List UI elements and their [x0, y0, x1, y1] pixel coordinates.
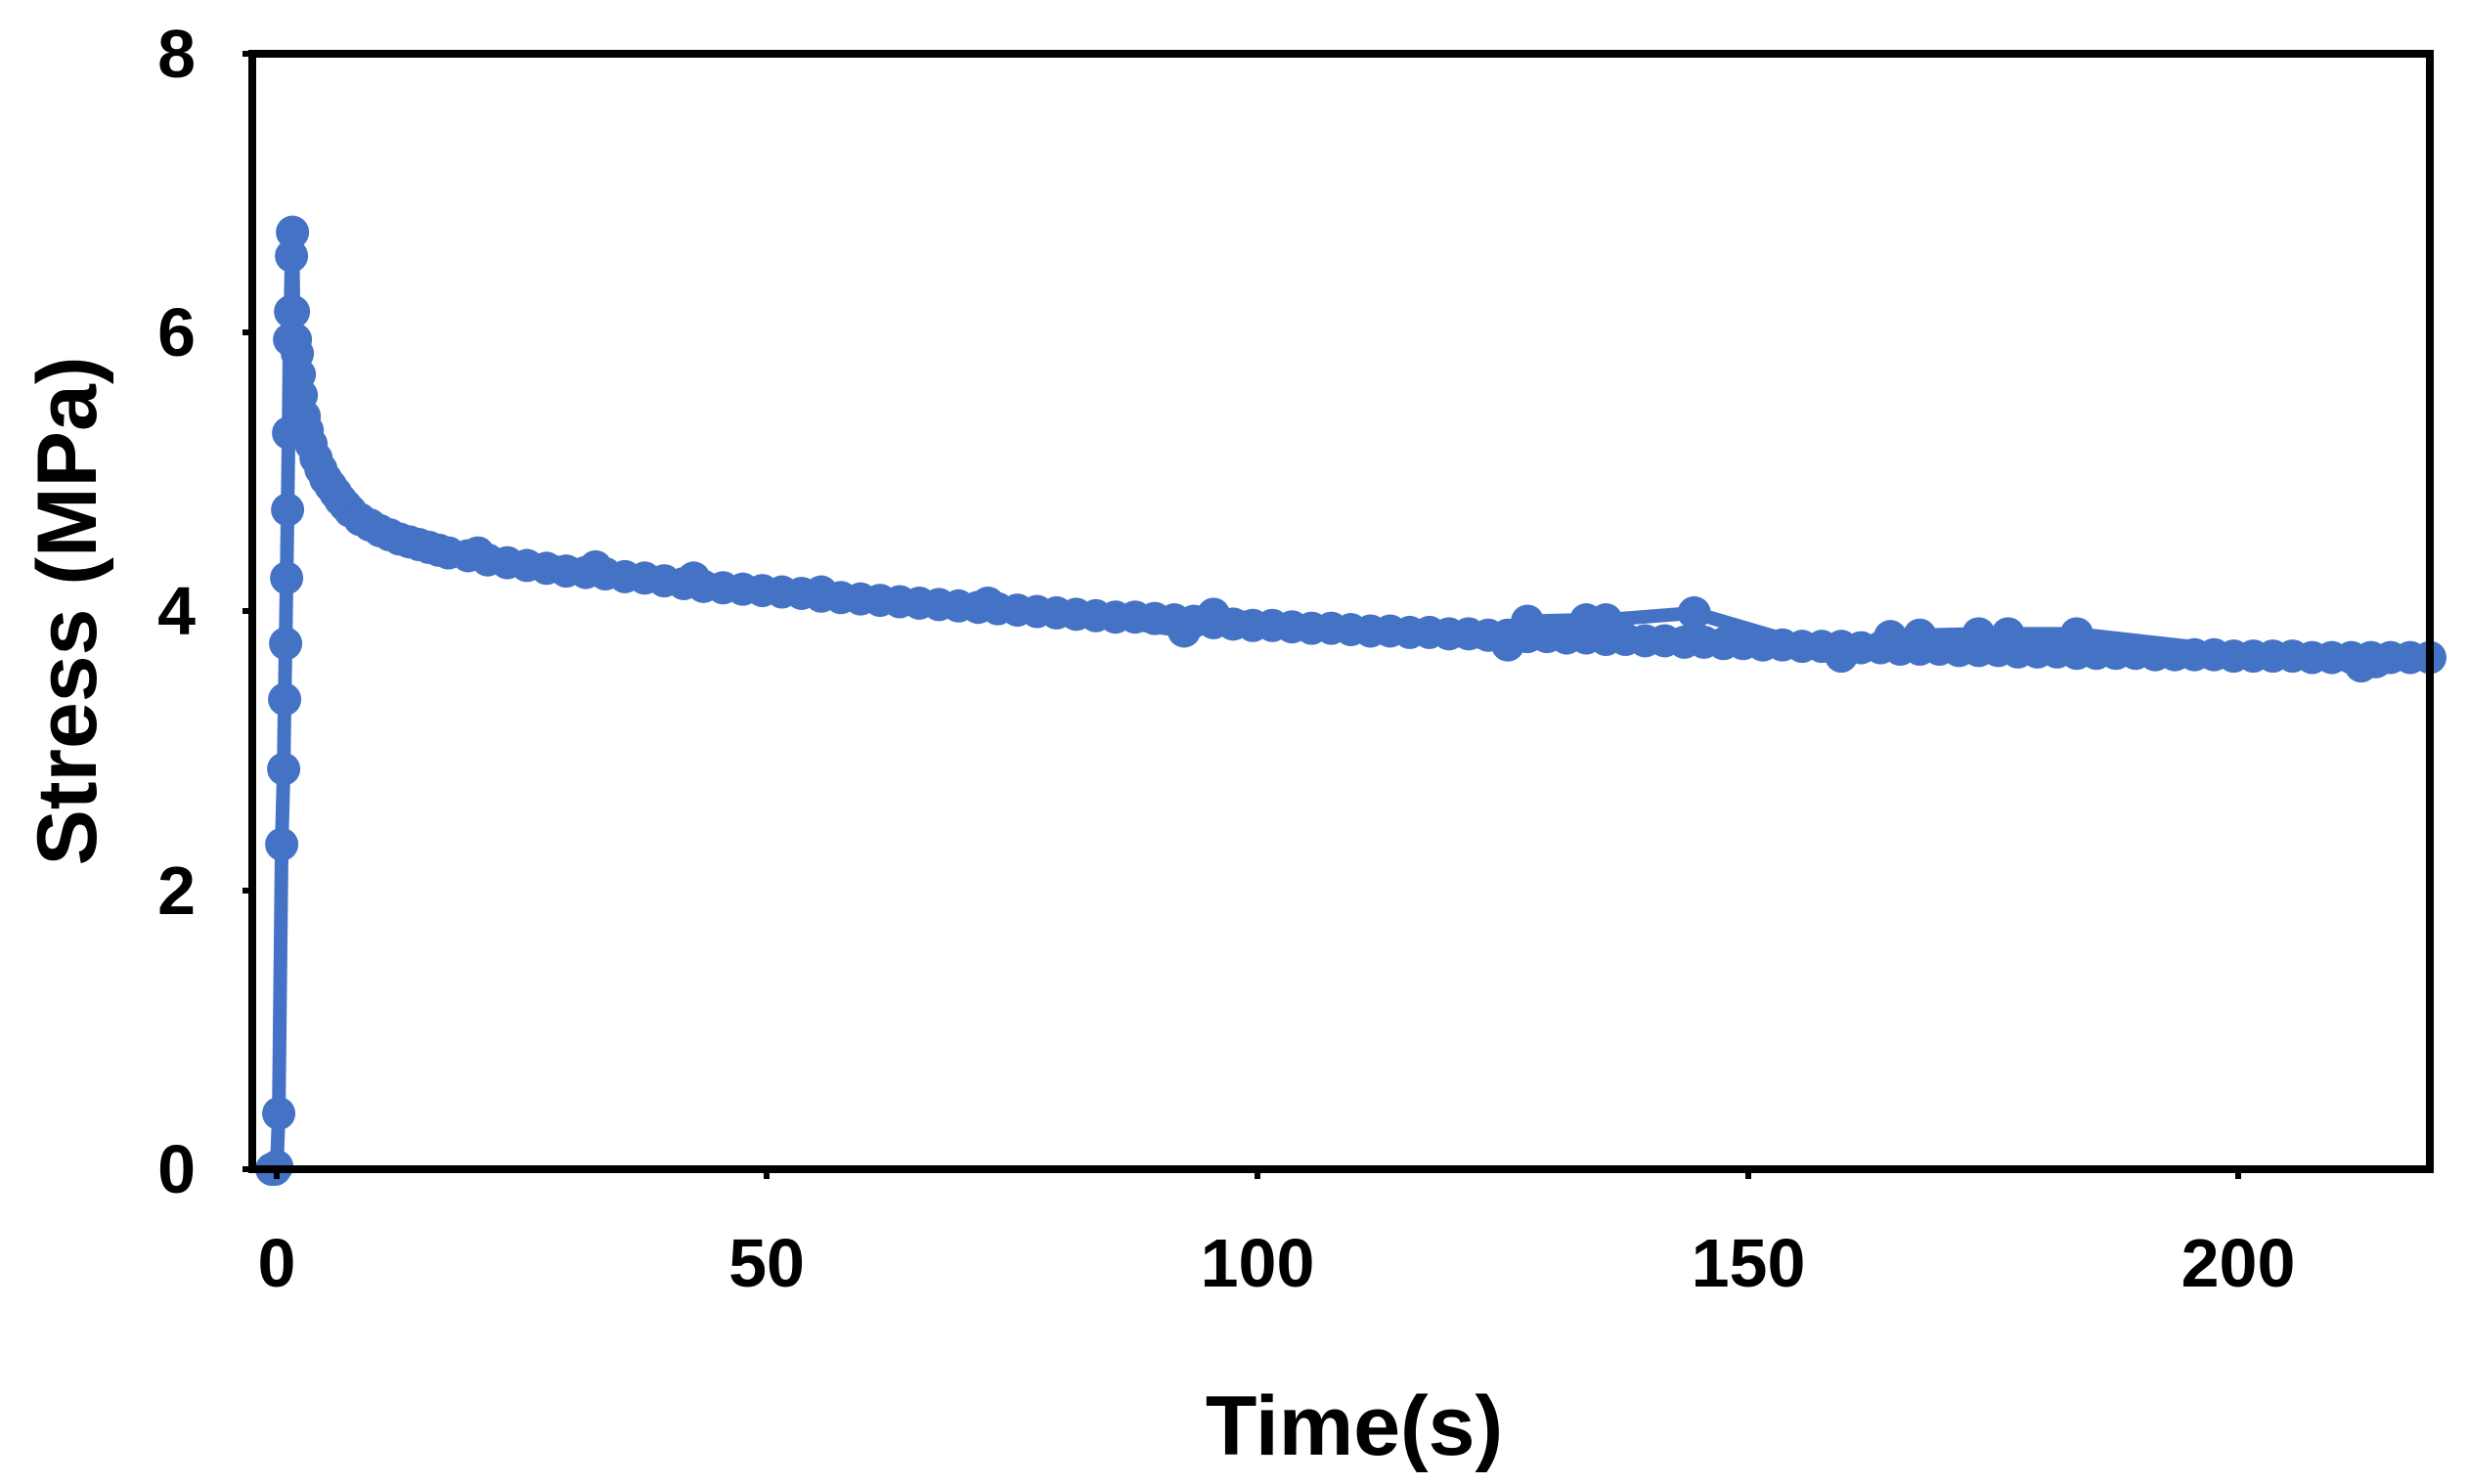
- data-point: [1197, 597, 1231, 632]
- data-point: [268, 682, 302, 717]
- x-tick-label: 100: [1201, 1225, 1315, 1301]
- data-point: [277, 294, 311, 328]
- data-point: [1903, 618, 1937, 652]
- data-point: [1511, 604, 1545, 638]
- y-tick-label: 4: [157, 573, 196, 649]
- x-tick-label: 50: [728, 1225, 805, 1301]
- data-point: [267, 752, 301, 786]
- data-point: [270, 561, 304, 595]
- x-tick-label: 0: [258, 1225, 296, 1301]
- y-tick-label: 6: [157, 294, 196, 371]
- series-line-segment: [272, 837, 289, 1120]
- x-axis-title: Time(s): [1206, 1379, 1503, 1473]
- data-point: [579, 549, 613, 584]
- data-point: [276, 215, 310, 249]
- data-point: [275, 239, 309, 273]
- data-point: [1491, 628, 1525, 662]
- data-point: [1677, 595, 1711, 630]
- data-point: [2059, 617, 2093, 651]
- x-axis: 0 50 100 150 200: [258, 1169, 2296, 1301]
- data-markers: [255, 215, 2446, 1186]
- data-point: [2358, 644, 2393, 678]
- y-tick-label: 0: [157, 1131, 196, 1207]
- x-tick-label: 200: [2181, 1225, 2296, 1301]
- data-point: [971, 586, 1005, 620]
- data-point: [1589, 603, 1623, 637]
- data-point: [677, 561, 711, 595]
- data-point: [1991, 617, 2025, 651]
- y-axis-title: Stress (MPa): [21, 357, 114, 866]
- y-tick-label: 2: [157, 852, 196, 929]
- data-point: [265, 827, 299, 861]
- data-point: [1825, 639, 1859, 674]
- data-point: [269, 627, 303, 661]
- data-point: [271, 493, 305, 527]
- data-point: [1961, 617, 1996, 651]
- y-axis: 0 2 4 6 8: [157, 16, 252, 1207]
- data-point: [1167, 614, 1201, 648]
- data-point: [461, 536, 495, 570]
- x-tick-label: 150: [1692, 1225, 1806, 1301]
- data-point: [1873, 620, 1908, 654]
- data-point: [804, 575, 838, 609]
- data-point: [262, 1096, 296, 1130]
- y-tick-label: 8: [157, 16, 196, 92]
